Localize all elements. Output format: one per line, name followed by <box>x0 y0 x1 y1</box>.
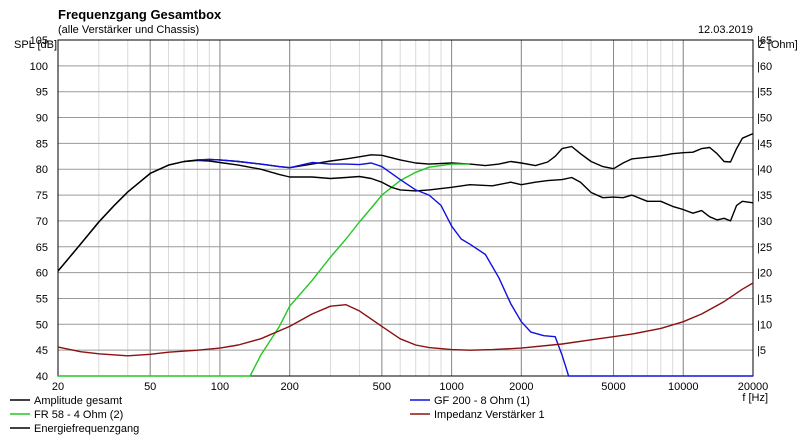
x-tick-label: 10000 <box>668 381 699 393</box>
legend-label: Impedanz Verstärker 1 <box>434 409 545 421</box>
y-tick-label-left: 60 <box>36 268 48 280</box>
x-tick-label: 20 <box>52 381 64 393</box>
y-tick-label-left: 105 <box>30 35 48 47</box>
y-tick-label-right: |60 <box>757 61 772 73</box>
legend-label: GF 200 - 8 Ohm (1) <box>434 395 530 407</box>
y-tick-label-left: 45 <box>36 345 48 357</box>
y-tick-label-left: 85 <box>36 138 48 150</box>
legend-label: Energiefrequenzgang <box>34 423 139 435</box>
plot-grid <box>57 39 754 377</box>
y-tick-label-right: |55 <box>757 87 772 99</box>
series-line-impedanz-verst-rker-1 <box>57 282 754 357</box>
series-line-energiefrequenzgang <box>57 159 754 272</box>
x-tick-label: 20000 <box>738 381 769 393</box>
x-axis-label: f [Hz] <box>742 392 768 404</box>
axis-tick-labels: 20 50 100 200 500 1000 2000 5000 10000 20000 40 45 5… <box>30 35 772 393</box>
chart-date: 12.03.2019 <box>698 24 753 36</box>
y-tick-label-right: |25 <box>757 242 772 254</box>
y-tick-label-right: |50 <box>757 113 772 125</box>
y-tick-label-left: 40 <box>36 371 48 383</box>
x-tick-label: 50 <box>144 381 156 393</box>
y-tick-label-right: |20 <box>757 268 772 280</box>
chart-series <box>57 132 754 377</box>
y-tick-label-left: 80 <box>36 164 48 176</box>
series-line-amplitude-gesamt <box>57 132 754 272</box>
y-tick-label-left: 50 <box>36 319 48 331</box>
plot-frame <box>57 39 754 377</box>
y-tick-label-left: 75 <box>36 190 48 202</box>
series-line-fr-58-4-ohm-2 <box>58 163 470 377</box>
y-tick-label-right: |5 <box>757 345 766 357</box>
x-tick-label: 200 <box>280 381 298 393</box>
x-tick-label: 1000 <box>439 381 463 393</box>
y-tick-label-left: 100 <box>30 61 48 73</box>
y-tick-label-left: 95 <box>36 87 48 99</box>
series-line-gf-200-8-ohm-1 <box>197 158 753 377</box>
x-tick-label: 500 <box>373 381 391 393</box>
y-tick-label-right: |30 <box>757 216 772 228</box>
chart-subtitle: (alle Verstärker und Chassis) <box>58 24 199 36</box>
x-tick-label: 5000 <box>601 381 625 393</box>
y-tick-label-left: 90 <box>36 113 48 125</box>
y-tick-label-right: |15 <box>757 293 772 305</box>
x-tick-label: 2000 <box>509 381 533 393</box>
y-tick-label-right: |65 <box>757 35 772 47</box>
y-tick-label-left: 70 <box>36 216 48 228</box>
y-tick-label-right: |45 <box>757 138 772 150</box>
legend-label: Amplitude gesamt <box>34 395 122 407</box>
chart-legend: Amplitude gesamt FR 58 - 4 Ohm (2) Energie… <box>10 395 545 435</box>
y-tick-label-right: |10 <box>757 319 772 331</box>
y-axis-left-label: SPL [dB] <box>14 39 57 51</box>
y-axis-right-label: Z [Ohm] <box>758 39 798 51</box>
chart-title: Frequenzgang Gesamtbox <box>58 7 222 22</box>
y-tick-label-left: 65 <box>36 242 48 254</box>
legend-label: FR 58 - 4 Ohm (2) <box>34 409 123 421</box>
y-tick-label-left: 55 <box>36 293 48 305</box>
y-tick-label-right: |35 <box>757 190 772 202</box>
y-tick-label-right: |40 <box>757 164 772 176</box>
x-tick-label: 100 <box>211 381 229 393</box>
